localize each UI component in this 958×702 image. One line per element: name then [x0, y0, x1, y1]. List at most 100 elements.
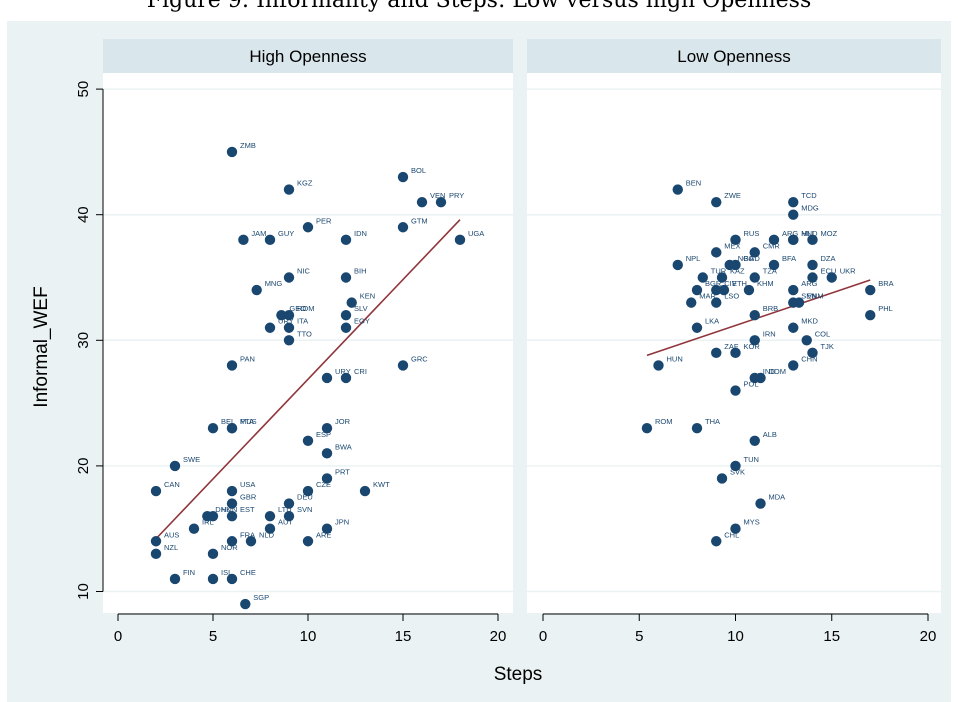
data-point	[711, 247, 722, 258]
data-point	[788, 360, 799, 371]
point-label: BRA	[878, 279, 893, 288]
point-label: URY	[335, 367, 351, 376]
data-point	[226, 536, 238, 547]
x-tick-label: 15	[395, 628, 412, 645]
data-point	[264, 510, 276, 522]
data-point	[340, 272, 352, 283]
fitted-line	[155, 219, 461, 540]
data-point	[188, 523, 200, 534]
data-point	[716, 272, 728, 283]
data-point	[788, 234, 799, 246]
point-label: URY	[278, 317, 294, 326]
data-point	[226, 573, 238, 585]
point-label: ZMB	[240, 141, 256, 150]
point-label: MEX	[724, 241, 740, 250]
data-point	[169, 460, 181, 472]
data-point	[788, 322, 799, 333]
point-label: MAR	[699, 292, 716, 301]
point-label: IRN	[763, 329, 776, 338]
data-point	[321, 372, 333, 384]
point-label: ESP	[316, 430, 331, 439]
data-point	[768, 259, 780, 271]
point-label: FRA	[240, 530, 255, 539]
point-label: EGY	[354, 317, 370, 326]
data-point	[749, 335, 760, 346]
x-tick-label: 10	[727, 628, 744, 645]
point-label: EST	[240, 505, 255, 514]
point-label: PRT	[335, 467, 350, 476]
y-axis-title: Informal_WEF	[31, 286, 52, 407]
data-point	[641, 423, 653, 434]
point-label: ARG	[782, 229, 798, 238]
data-point	[245, 536, 257, 547]
data-point	[240, 598, 251, 610]
point-label: ISL	[221, 568, 232, 577]
point-label: BOL	[411, 166, 426, 175]
data-point	[730, 234, 741, 246]
data-point	[730, 460, 741, 472]
point-label: VNM	[807, 292, 824, 301]
data-point	[755, 498, 766, 509]
data-point	[826, 272, 837, 283]
data-point	[238, 234, 249, 246]
data-point	[207, 573, 219, 585]
point-label: MKD	[801, 317, 818, 326]
point-label: KWT	[373, 480, 390, 489]
data-point	[416, 196, 428, 208]
point-label: GUY	[278, 229, 294, 238]
data-point	[397, 171, 409, 183]
point-label: DNK	[215, 505, 231, 514]
point-label: TCD	[801, 191, 817, 200]
point-label: KGZ	[297, 179, 313, 188]
point-label: ARG	[801, 279, 817, 288]
data-point	[807, 272, 818, 283]
point-label: MDG	[801, 204, 819, 213]
point-label: BEN	[686, 179, 701, 188]
point-label: ZWE	[724, 191, 741, 200]
point-label: NGA	[738, 254, 754, 263]
point-label: CIV	[724, 279, 737, 288]
point-label: SEN	[801, 292, 816, 301]
y-tick-label: 50	[75, 81, 92, 98]
panel-header-high	[103, 39, 513, 73]
data-point	[302, 536, 314, 547]
data-point	[801, 335, 812, 346]
data-point	[283, 184, 295, 195]
data-point	[749, 309, 760, 321]
plot-area-low	[527, 73, 941, 613]
x-tick-label: 10	[300, 628, 317, 645]
data-point	[169, 573, 181, 585]
panel-title-low: Low Openness	[677, 47, 790, 66]
point-label: ITA	[297, 317, 308, 326]
point-label: NPL	[686, 254, 701, 263]
point-label: ETH	[732, 279, 747, 288]
point-label: MNG	[265, 279, 283, 288]
x-tick-label: 15	[823, 628, 840, 645]
point-label: HND	[801, 229, 818, 238]
point-label: UGA	[468, 229, 484, 238]
data-point	[788, 196, 799, 208]
point-label: BEL	[221, 417, 235, 426]
data-point	[435, 196, 447, 208]
point-label: ALB	[763, 430, 777, 439]
point-label: CHN	[801, 354, 817, 363]
point-label: LSO	[724, 292, 739, 301]
data-point	[276, 309, 287, 321]
data-point	[807, 234, 818, 246]
panel-high-fit-line	[155, 219, 461, 540]
point-label: THA	[705, 417, 720, 426]
data-point	[743, 284, 755, 296]
data-point	[865, 284, 876, 296]
point-label: SLV	[354, 304, 368, 313]
point-label: PHL	[878, 304, 893, 313]
point-label: POL	[744, 380, 759, 389]
point-label: MOZ	[821, 229, 838, 238]
x-tick-label: 0	[114, 628, 122, 645]
point-label: CRI	[354, 367, 367, 376]
x-tick-label: 5	[209, 628, 217, 645]
point-label: MYS	[744, 518, 760, 527]
data-point	[686, 297, 697, 308]
point-label: PTA	[240, 417, 254, 426]
